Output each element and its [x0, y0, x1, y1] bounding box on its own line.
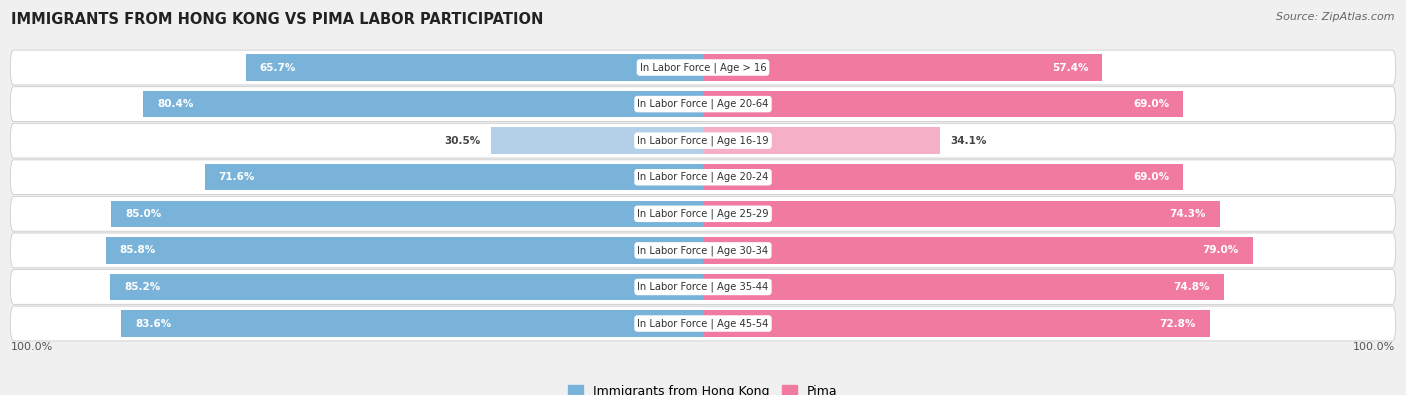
Text: IMMIGRANTS FROM HONG KONG VS PIMA LABOR PARTICIPATION: IMMIGRANTS FROM HONG KONG VS PIMA LABOR …: [11, 12, 544, 27]
FancyBboxPatch shape: [10, 196, 1396, 231]
Text: In Labor Force | Age 16-19: In Labor Force | Age 16-19: [637, 135, 769, 146]
Text: 71.6%: 71.6%: [218, 172, 254, 182]
Bar: [121, 310, 703, 337]
Text: In Labor Force | Age 20-24: In Labor Force | Age 20-24: [637, 172, 769, 182]
Text: 72.8%: 72.8%: [1160, 318, 1195, 329]
Bar: [703, 55, 1102, 81]
Text: 100.0%: 100.0%: [1353, 342, 1396, 352]
Text: In Labor Force | Age 45-54: In Labor Force | Age 45-54: [637, 318, 769, 329]
Text: In Labor Force | Age 30-34: In Labor Force | Age 30-34: [637, 245, 769, 256]
Text: In Labor Force | Age > 16: In Labor Force | Age > 16: [640, 62, 766, 73]
Bar: [703, 91, 1184, 117]
Bar: [111, 201, 703, 227]
Text: 83.6%: 83.6%: [135, 318, 172, 329]
FancyBboxPatch shape: [10, 87, 1396, 121]
Bar: [205, 164, 703, 190]
FancyBboxPatch shape: [10, 50, 1396, 85]
Bar: [703, 201, 1220, 227]
Text: 69.0%: 69.0%: [1133, 99, 1170, 109]
FancyBboxPatch shape: [10, 269, 1396, 304]
FancyBboxPatch shape: [10, 306, 1396, 341]
FancyBboxPatch shape: [10, 160, 1396, 195]
Bar: [110, 274, 703, 300]
Bar: [143, 91, 703, 117]
Text: In Labor Force | Age 35-44: In Labor Force | Age 35-44: [637, 282, 769, 292]
Legend: Immigrants from Hong Kong, Pima: Immigrants from Hong Kong, Pima: [564, 380, 842, 395]
Text: 57.4%: 57.4%: [1052, 62, 1088, 73]
Text: 85.8%: 85.8%: [120, 245, 156, 256]
Text: 74.8%: 74.8%: [1173, 282, 1209, 292]
Text: 79.0%: 79.0%: [1202, 245, 1239, 256]
Bar: [703, 128, 941, 154]
Text: 85.0%: 85.0%: [125, 209, 162, 219]
Text: In Labor Force | Age 25-29: In Labor Force | Age 25-29: [637, 209, 769, 219]
Text: 80.4%: 80.4%: [157, 99, 194, 109]
Bar: [703, 164, 1184, 190]
Bar: [491, 128, 703, 154]
Text: 30.5%: 30.5%: [444, 135, 481, 146]
FancyBboxPatch shape: [10, 233, 1396, 268]
FancyBboxPatch shape: [10, 123, 1396, 158]
Text: Source: ZipAtlas.com: Source: ZipAtlas.com: [1277, 12, 1395, 22]
Bar: [703, 237, 1253, 263]
Text: 74.3%: 74.3%: [1170, 209, 1206, 219]
Bar: [703, 310, 1209, 337]
Bar: [246, 55, 703, 81]
Text: 34.1%: 34.1%: [950, 135, 987, 146]
Text: 85.2%: 85.2%: [124, 282, 160, 292]
Text: 100.0%: 100.0%: [10, 342, 53, 352]
Bar: [105, 237, 703, 263]
Text: In Labor Force | Age 20-64: In Labor Force | Age 20-64: [637, 99, 769, 109]
Text: 65.7%: 65.7%: [260, 62, 297, 73]
Text: 69.0%: 69.0%: [1133, 172, 1170, 182]
Bar: [703, 274, 1223, 300]
